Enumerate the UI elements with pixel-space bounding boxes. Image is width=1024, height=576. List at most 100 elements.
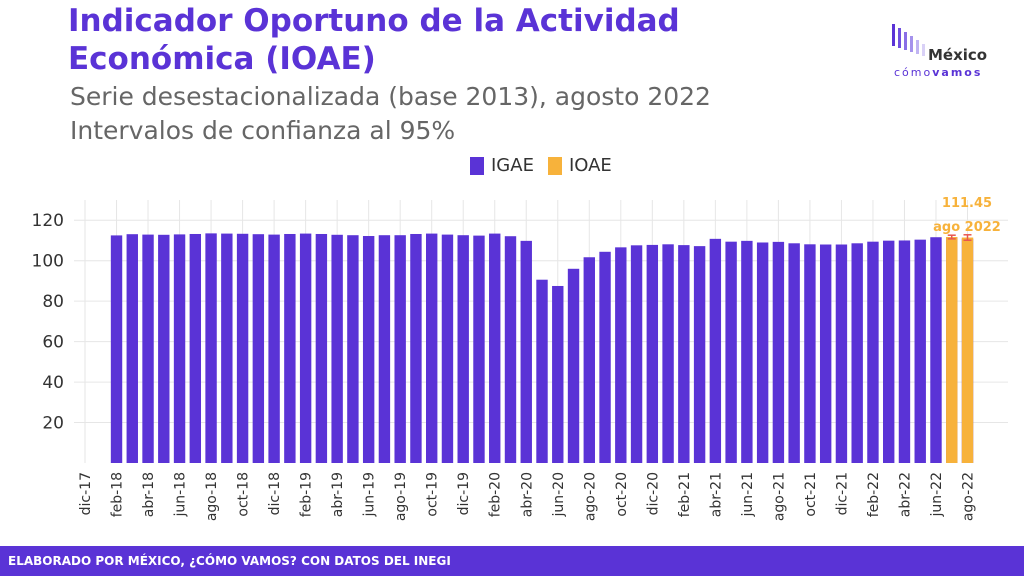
y-tick-label: 40 xyxy=(42,373,64,393)
bar-igae xyxy=(725,241,737,463)
bar-igae xyxy=(378,235,391,463)
chart-title: Indicador Oportuno de la Actividad Econó… xyxy=(68,3,680,77)
x-tick-label: ago-18 xyxy=(204,472,220,521)
bar-igae xyxy=(883,240,895,463)
bar-igae xyxy=(221,233,233,463)
y-tick-label: 20 xyxy=(42,414,64,434)
x-tick-label: dic-19 xyxy=(456,472,472,515)
bar-igae xyxy=(394,235,406,463)
bar-igae xyxy=(362,236,375,463)
x-tick-label: feb-18 xyxy=(110,472,126,517)
bar-igae xyxy=(252,234,265,463)
bar-igae xyxy=(425,233,438,463)
bar-igae xyxy=(819,244,832,463)
bar-igae xyxy=(441,234,454,463)
bar-igae xyxy=(756,242,769,463)
bar-igae xyxy=(646,244,659,463)
bar-igae xyxy=(914,239,926,463)
mexico-como-vamos-logo: México cómovamos xyxy=(890,22,1010,82)
bar-igae xyxy=(236,233,249,463)
x-tick-label: abr-19 xyxy=(330,472,346,517)
bar-igae xyxy=(299,233,312,463)
footer-text: ELABORADO POR MÉXICO, ¿CÓMO VAMOS? CON D… xyxy=(8,554,451,568)
bar-igae xyxy=(709,238,722,463)
bar-igae xyxy=(126,234,138,463)
bar-igae xyxy=(520,240,532,463)
x-tick-label: jun-19 xyxy=(362,472,378,518)
bar-igae xyxy=(473,235,485,463)
bar-igae xyxy=(898,240,911,463)
logo-tagline-b: vamos xyxy=(932,66,983,79)
bar-igae xyxy=(142,234,154,463)
annotation-value: 111.45 xyxy=(942,196,992,211)
x-tick-label: ago-19 xyxy=(393,472,409,521)
x-tick-label: oct-20 xyxy=(614,472,630,517)
x-tick-label: jun-20 xyxy=(551,472,567,518)
x-tick-label: oct-18 xyxy=(236,472,252,517)
x-tick-label: feb-22 xyxy=(866,472,882,517)
bar-igae xyxy=(567,268,580,463)
x-tick-label: jun-18 xyxy=(173,472,189,518)
x-tick-label: oct-19 xyxy=(425,472,441,517)
bar-igae xyxy=(410,233,422,463)
legend-item-igae: IGAE xyxy=(470,155,534,176)
legend-swatch-igae xyxy=(470,156,484,175)
bar-igae xyxy=(457,235,469,463)
bar-igae xyxy=(158,234,170,463)
x-tick-label: ago-21 xyxy=(771,472,787,521)
x-tick-label: feb-20 xyxy=(488,472,504,517)
bar-ioae xyxy=(961,237,974,463)
x-tick-label: jun-21 xyxy=(740,472,756,518)
bar-igae xyxy=(331,234,343,463)
logo-tagline: cómovamos xyxy=(894,66,982,79)
logo-name: México xyxy=(928,46,988,64)
x-tick-label: dic-21 xyxy=(834,472,850,515)
x-tick-label: abr-18 xyxy=(141,472,157,517)
x-tick-label: ago-20 xyxy=(582,472,598,521)
subtitle-line-2: Intervalos de confianza al 95% xyxy=(70,116,456,145)
bar-igae xyxy=(741,240,753,463)
legend-item-ioae: IOAE xyxy=(547,155,612,176)
logo-tagline-a: cómo xyxy=(894,66,933,79)
bar-igae xyxy=(930,237,942,463)
bar-igae xyxy=(173,234,186,463)
y-tick-label: 60 xyxy=(42,333,64,353)
y-tick-label: 100 xyxy=(32,252,64,272)
footer-bar: ELABORADO POR MÉXICO, ¿CÓMO VAMOS? CON D… xyxy=(0,546,1024,576)
bar-ioae xyxy=(946,237,958,463)
annotation-label: ago 2022 xyxy=(933,220,1001,235)
legend-label-igae: IGAE xyxy=(491,155,534,176)
chart-legend: IGAE IOAE xyxy=(470,155,618,176)
bar-igae xyxy=(347,235,359,463)
x-tick-label: feb-19 xyxy=(299,472,315,517)
bar-igae xyxy=(489,233,501,463)
bar-igae xyxy=(662,244,674,463)
bar-igae xyxy=(678,245,690,463)
bar-igae xyxy=(772,241,785,463)
x-tick-label: oct-21 xyxy=(803,472,819,517)
bar-igae xyxy=(189,233,202,463)
x-tick-label: ago-22 xyxy=(961,472,977,521)
bar-chart: 20 40 60 80 100 120 111.45 ago 2022 dic-17 feb-18… xyxy=(32,196,1008,521)
bar-igae xyxy=(110,235,123,463)
x-tick-label: jun-22 xyxy=(929,472,945,518)
bar-igae xyxy=(536,279,548,463)
x-tick-label: abr-21 xyxy=(708,472,724,517)
bar-igae xyxy=(835,244,848,463)
bar-igae xyxy=(867,241,879,463)
bar-igae xyxy=(504,236,517,463)
legend-swatch-ioae xyxy=(547,156,562,175)
logo-bars-icon xyxy=(892,24,925,56)
bar-igae xyxy=(284,233,296,463)
legend-label-ioae: IOAE xyxy=(568,155,612,176)
bar-igae xyxy=(583,257,595,463)
x-tick-label: abr-22 xyxy=(897,472,913,517)
x-tick-label: abr-20 xyxy=(519,472,535,517)
bar-igae xyxy=(599,251,611,463)
subtitle-line-1: Serie desestacionalizada (base 2013), ag… xyxy=(70,82,711,111)
x-tick-label: dic-18 xyxy=(267,472,283,515)
bar-igae xyxy=(788,243,800,463)
bar-igae xyxy=(615,247,627,463)
x-tick-label: dic-20 xyxy=(645,472,661,515)
bar-igae xyxy=(630,245,643,463)
